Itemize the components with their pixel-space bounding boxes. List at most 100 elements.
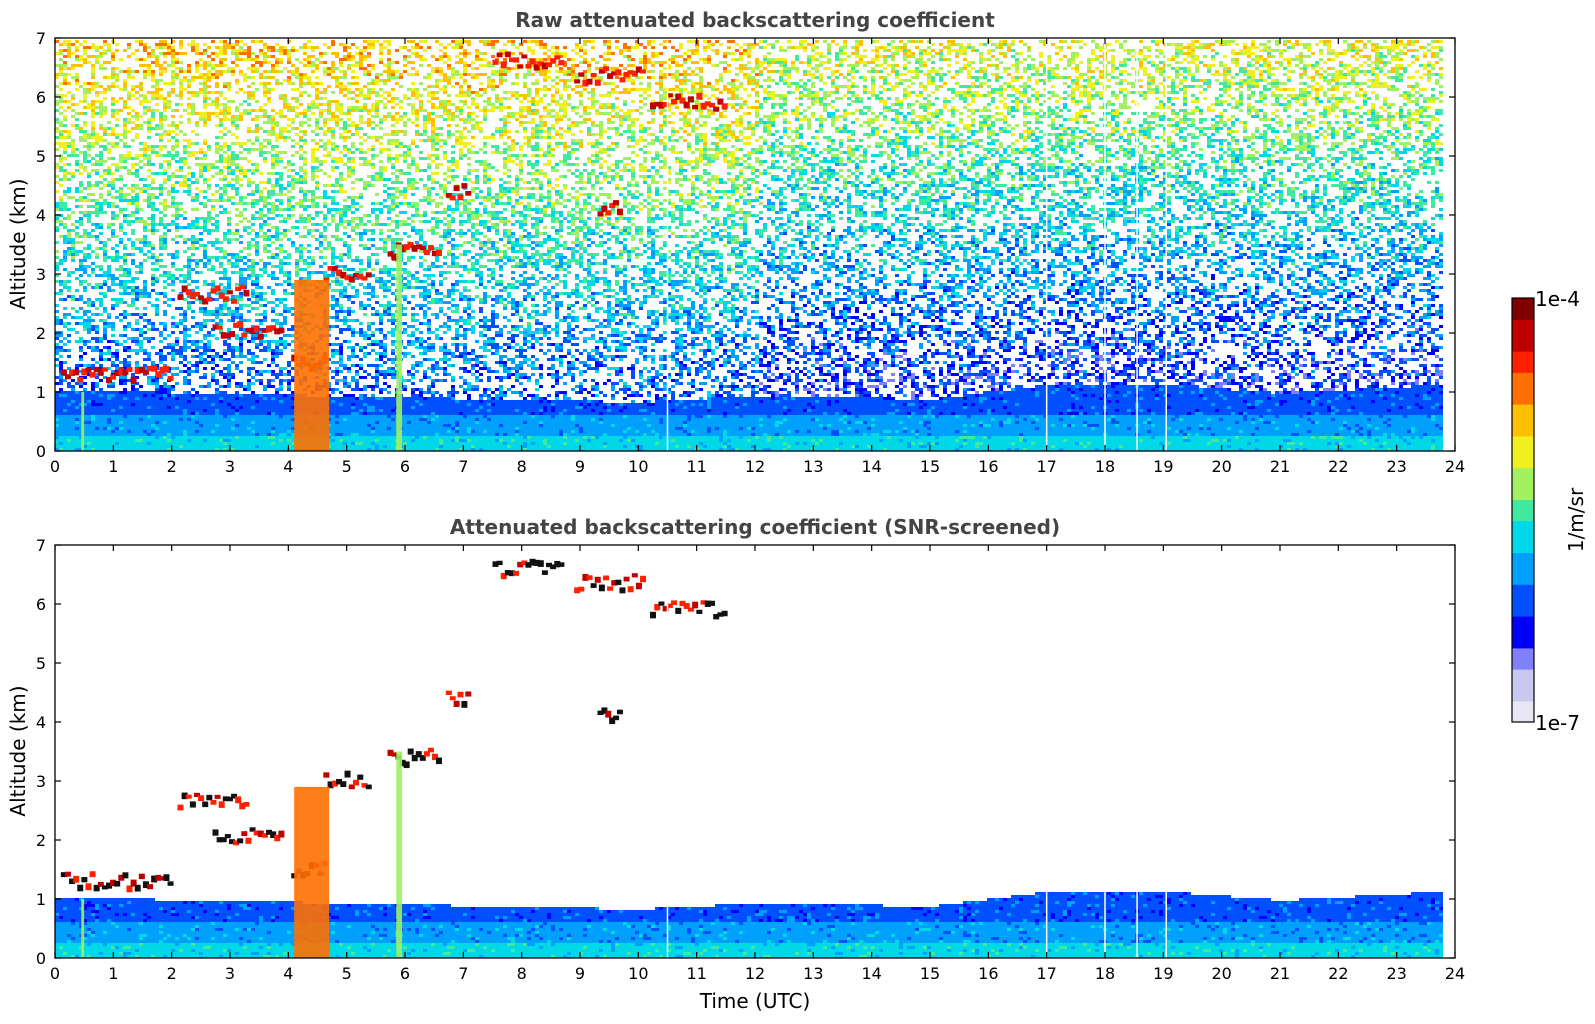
heatmap-cell [195, 370, 199, 373]
heatmap-cell [171, 358, 175, 361]
heatmap-cell [199, 157, 203, 160]
heatmap-cell [135, 436, 139, 439]
heatmap-cell [135, 277, 139, 280]
heatmap-cell [319, 271, 323, 274]
heatmap-cell [155, 64, 159, 67]
heatmap-cell [127, 406, 131, 409]
heatmap-cell [319, 91, 323, 94]
heatmap-cell [127, 379, 131, 382]
heatmap-cell [55, 430, 59, 433]
heatmap-cell [171, 436, 175, 439]
heatmap-cell [103, 43, 107, 46]
heatmap-cell [147, 154, 151, 157]
heatmap-cell [171, 76, 175, 79]
heatmap-cell [107, 133, 111, 136]
heatmap-cell [75, 406, 79, 409]
heatmap-cell [275, 178, 279, 181]
heatmap-cell [99, 103, 103, 106]
heatmap-cell [91, 328, 95, 331]
heatmap-cell [151, 148, 155, 151]
heatmap-cell [115, 142, 119, 145]
heatmap-cell [195, 199, 199, 202]
heatmap-cell [87, 103, 91, 106]
heatmap-cell [87, 403, 91, 406]
heatmap-cell [271, 193, 275, 196]
heatmap-cell [227, 418, 231, 421]
heatmap-cell [75, 127, 79, 130]
heatmap-cell [255, 442, 259, 445]
heatmap-cell [103, 148, 107, 151]
heatmap-cell [55, 130, 59, 133]
heatmap-cell [103, 160, 107, 163]
heatmap-cell [275, 199, 279, 202]
heatmap-cell [231, 160, 235, 163]
heatmap-cell [263, 298, 267, 301]
heatmap-cell [235, 448, 239, 451]
heatmap-cell [231, 187, 235, 190]
heatmap-cell [159, 442, 163, 445]
heatmap-cell [291, 97, 295, 100]
heatmap-cell [79, 274, 83, 277]
heatmap-cell [71, 328, 75, 331]
heatmap-cell [235, 430, 239, 433]
heatmap-cell [227, 283, 231, 286]
heatmap-cell [251, 283, 255, 286]
heatmap-cell [215, 442, 219, 445]
heatmap-cell [247, 85, 251, 88]
heatmap-cell [123, 130, 127, 133]
heatmap-cell [63, 322, 67, 325]
heatmap-cell [239, 142, 243, 145]
heatmap-cell [131, 202, 135, 205]
heatmap-cell [111, 412, 115, 415]
heatmap-cell [135, 238, 139, 241]
heatmap-cell [207, 232, 211, 235]
heatmap-cell [251, 52, 255, 55]
heatmap-cell [147, 421, 151, 424]
heatmap-cell [91, 430, 95, 433]
heatmap-cell [263, 238, 267, 241]
heatmap-cell [151, 151, 155, 154]
heatmap-cell [279, 130, 283, 133]
heatmap-cell [99, 202, 103, 205]
heatmap-cell [287, 184, 291, 187]
heatmap-cell [303, 196, 307, 199]
heatmap-cell [187, 301, 191, 304]
heatmap-cell [259, 448, 263, 451]
heatmap-cell [203, 67, 207, 70]
heatmap-cell [223, 409, 227, 412]
heatmap-cell [215, 310, 219, 313]
heatmap-cell [55, 148, 59, 151]
heatmap-cell [267, 400, 271, 403]
heatmap-cell [323, 193, 327, 196]
heatmap-cell [295, 202, 299, 205]
heatmap-cell [287, 205, 291, 208]
heatmap-cell [151, 73, 155, 76]
heatmap-cell [187, 361, 191, 364]
heatmap-cell [231, 178, 235, 181]
heatmap-cell [275, 406, 279, 409]
heatmap-cell [227, 370, 231, 373]
heatmap-cell [179, 169, 183, 172]
heatmap-cell [95, 142, 99, 145]
heatmap-cell [139, 58, 143, 61]
heatmap-cell [99, 232, 103, 235]
heatmap-cell [111, 430, 115, 433]
heatmap-cell [95, 448, 99, 451]
heatmap-cell [255, 247, 259, 250]
heatmap-cell [243, 445, 247, 448]
heatmap-cell [79, 151, 83, 154]
heatmap-cell [179, 406, 183, 409]
heatmap-cell [303, 262, 307, 265]
heatmap-cell [115, 412, 119, 415]
heatmap-cell [103, 133, 107, 136]
heatmap-cell [127, 397, 131, 400]
heatmap-cell [79, 316, 83, 319]
heatmap-cell [155, 427, 159, 430]
heatmap-cell [227, 439, 231, 442]
heatmap-cell [223, 40, 227, 43]
heatmap-cell [291, 64, 295, 67]
heatmap-cell [79, 412, 83, 415]
heatmap-cell [95, 247, 99, 250]
heatmap-cell [131, 139, 135, 142]
heatmap-cell [91, 313, 95, 316]
